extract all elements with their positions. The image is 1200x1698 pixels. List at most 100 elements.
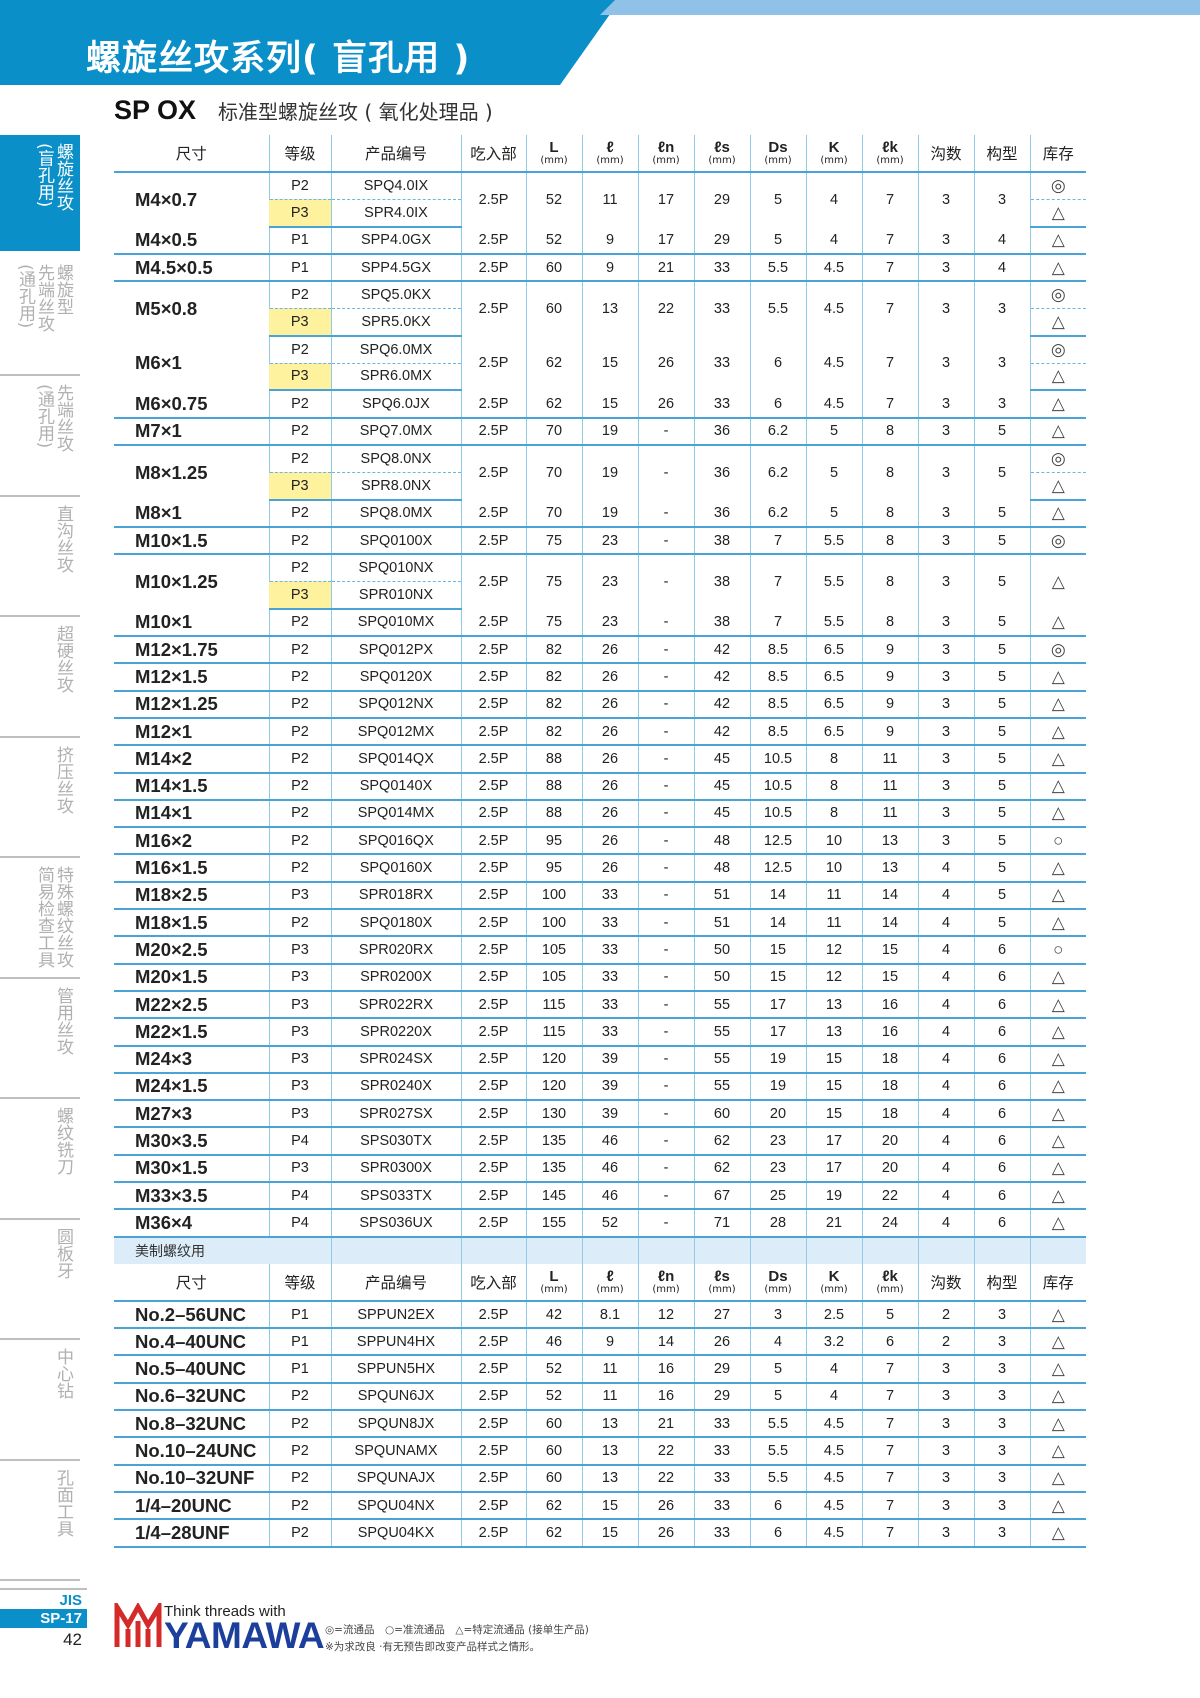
grade-cell: P1 — [268, 226, 331, 255]
ln-cell: 22 — [637, 281, 694, 336]
K-cell: 4 — [805, 226, 862, 255]
size-cell: M27×3 — [114, 1100, 269, 1129]
column-header: 等级 — [268, 1263, 331, 1302]
table-row: No.10–24UNC P2 SPQUNAMX 2.5P 60 13 22 33 5.5 4.5 7… — [114, 1437, 1086, 1466]
ln-cell: - — [637, 636, 694, 665]
ls-cell: 42 — [693, 690, 750, 719]
chamfer-cell: 2.5P — [460, 1072, 526, 1102]
stock-cell: △ — [1029, 253, 1086, 283]
sidebar-item[interactable]: 超硬丝攻 — [0, 617, 80, 738]
chamfer-cell: 2.5P — [460, 881, 526, 911]
size-cell: No.2–56UNC — [114, 1300, 269, 1330]
size-cell: M30×3.5 — [114, 1127, 269, 1156]
lk-cell: 7 — [861, 281, 918, 336]
grade-cell: P1 — [268, 1300, 331, 1330]
stock-cell: △ — [1029, 1328, 1086, 1357]
grade-cell: P2 — [268, 717, 331, 747]
L-cell: 60 — [525, 1437, 582, 1466]
grade-cell: P4 — [268, 1209, 331, 1238]
ln-cell: - — [637, 799, 694, 829]
product-code-cell: SPS033TX — [330, 1181, 461, 1211]
grade-cell: P3 — [269, 581, 331, 610]
chamfer-cell: 2.5P — [460, 1355, 526, 1384]
grade-cell: P2 — [268, 909, 331, 938]
stock-cell: △ — [1029, 363, 1086, 392]
sidebar-item-label: 超硬丝攻 — [53, 625, 73, 693]
grade-cell: P2 — [268, 554, 331, 582]
ls-cell: 42 — [693, 663, 750, 692]
l-cell: 33 — [581, 936, 638, 965]
sidebar-item[interactable]: 挤压丝攻 — [0, 738, 80, 858]
sidebar-item[interactable]: 螺纹铣刀 — [0, 1099, 80, 1220]
L-cell: 100 — [525, 881, 582, 911]
ls-cell: 33 — [693, 1491, 750, 1521]
Ds-cell: 15 — [749, 936, 806, 965]
flutes-cell: 3 — [917, 827, 974, 856]
ln-cell: - — [637, 1018, 694, 1047]
K-cell: 5.5 — [805, 526, 862, 556]
stock-cell: ◎ — [1029, 172, 1086, 200]
l-cell: 8.1 — [581, 1300, 638, 1330]
Ds-cell: 17 — [749, 990, 806, 1020]
ls-cell: 45 — [693, 799, 750, 829]
column-header-unit: (mm) — [708, 1283, 736, 1295]
l-cell: 39 — [581, 1100, 638, 1129]
ln-cell: 21 — [637, 253, 694, 283]
grade-cell: P2 — [268, 444, 331, 473]
L-cell: 42 — [525, 1300, 582, 1330]
grade-cell: P1 — [268, 253, 331, 283]
stock-cell: △ — [1029, 1181, 1086, 1211]
sidebar-item[interactable]: 先端丝攻 (通孔用) — [0, 376, 80, 497]
l-cell: 33 — [581, 963, 638, 992]
table-row: M22×2.5 P3 SPR022RX 2.5P 115 33-55 17 13 16 4 6 △ — [114, 990, 1086, 1020]
product-code-cell: SPR5.0KX — [330, 308, 461, 337]
sidebar-item[interactable]: 管用丝攻 — [0, 979, 80, 1099]
lk-cell: 11 — [861, 799, 918, 829]
page-marker: JIS SP-17 42 — [0, 1588, 87, 1650]
lk-cell: 18 — [861, 1045, 918, 1074]
ls-cell: 29 — [693, 1382, 750, 1412]
column-header: ℓn (mm) — [637, 1263, 694, 1302]
l-cell: 33 — [581, 1018, 638, 1047]
K-cell: 4.5 — [805, 1464, 862, 1493]
sidebar-item[interactable]: 圆板牙 — [0, 1220, 80, 1340]
sidebar-item[interactable]: 直沟丝攻 — [0, 497, 80, 617]
table-row: P3 SPR4.0IX △ — [114, 199, 1086, 228]
sidebar-item[interactable]: 螺旋丝攻 (盲孔用) — [0, 135, 80, 251]
sidebar-item-label: 孔面工具 — [53, 1468, 73, 1537]
sidebar-item[interactable]: 孔面工具 — [0, 1461, 80, 1581]
ln-cell: 16 — [637, 1382, 694, 1412]
flutes-cell: 2 — [917, 1328, 974, 1357]
grade-cell: P1 — [268, 1355, 331, 1384]
column-header: 尺寸 — [114, 1263, 269, 1302]
column-header-unit: (mm) — [820, 155, 848, 166]
column-header-label: ℓn — [657, 1267, 675, 1285]
size-cell: M5×0.8 — [135, 297, 198, 319]
ln-cell: - — [637, 936, 694, 965]
L-cell: 70 — [525, 417, 582, 446]
table-row: No.6–32UNC P2 SPQUN6JX 2.5P 52 11 16 29 5 4 7 3 3 △ — [114, 1382, 1086, 1412]
lk-cell: 18 — [861, 1072, 918, 1102]
sidebar-item[interactable]: 中心钻 — [0, 1340, 80, 1461]
chamfer-cell: 2.5P — [460, 1045, 526, 1074]
grade-cell: P2 — [268, 827, 331, 856]
column-header: 沟数 — [917, 1263, 974, 1302]
stock-cell: △ — [1029, 554, 1086, 609]
L-cell: 115 — [525, 1018, 582, 1047]
type-cell: 5 — [973, 772, 1030, 801]
stock-cell: △ — [1029, 1355, 1086, 1384]
sidebar-item-label: 直沟丝攻 — [53, 504, 73, 573]
stock-cell: △ — [1029, 472, 1086, 501]
logo-tagline: Think threads with — [164, 1603, 286, 1620]
L-cell: 100 — [525, 909, 582, 938]
lk-cell: 15 — [861, 936, 918, 965]
chamfer-cell: 2.5P — [460, 1410, 526, 1439]
column-header: 库存 — [1029, 1263, 1086, 1302]
lk-cell: 8 — [861, 444, 918, 500]
flutes-cell: 3 — [917, 1410, 974, 1439]
product-code-cell: SPQ6.0MX — [330, 335, 461, 364]
sidebar-item[interactable]: 特殊螺纹丝攻 简易检查工具 — [0, 858, 80, 979]
flutes-cell: 2 — [917, 1300, 974, 1330]
sidebar-item[interactable]: 螺旋型 先端丝攻 (通孔用) — [0, 256, 80, 376]
ls-cell: 62 — [693, 1127, 750, 1156]
